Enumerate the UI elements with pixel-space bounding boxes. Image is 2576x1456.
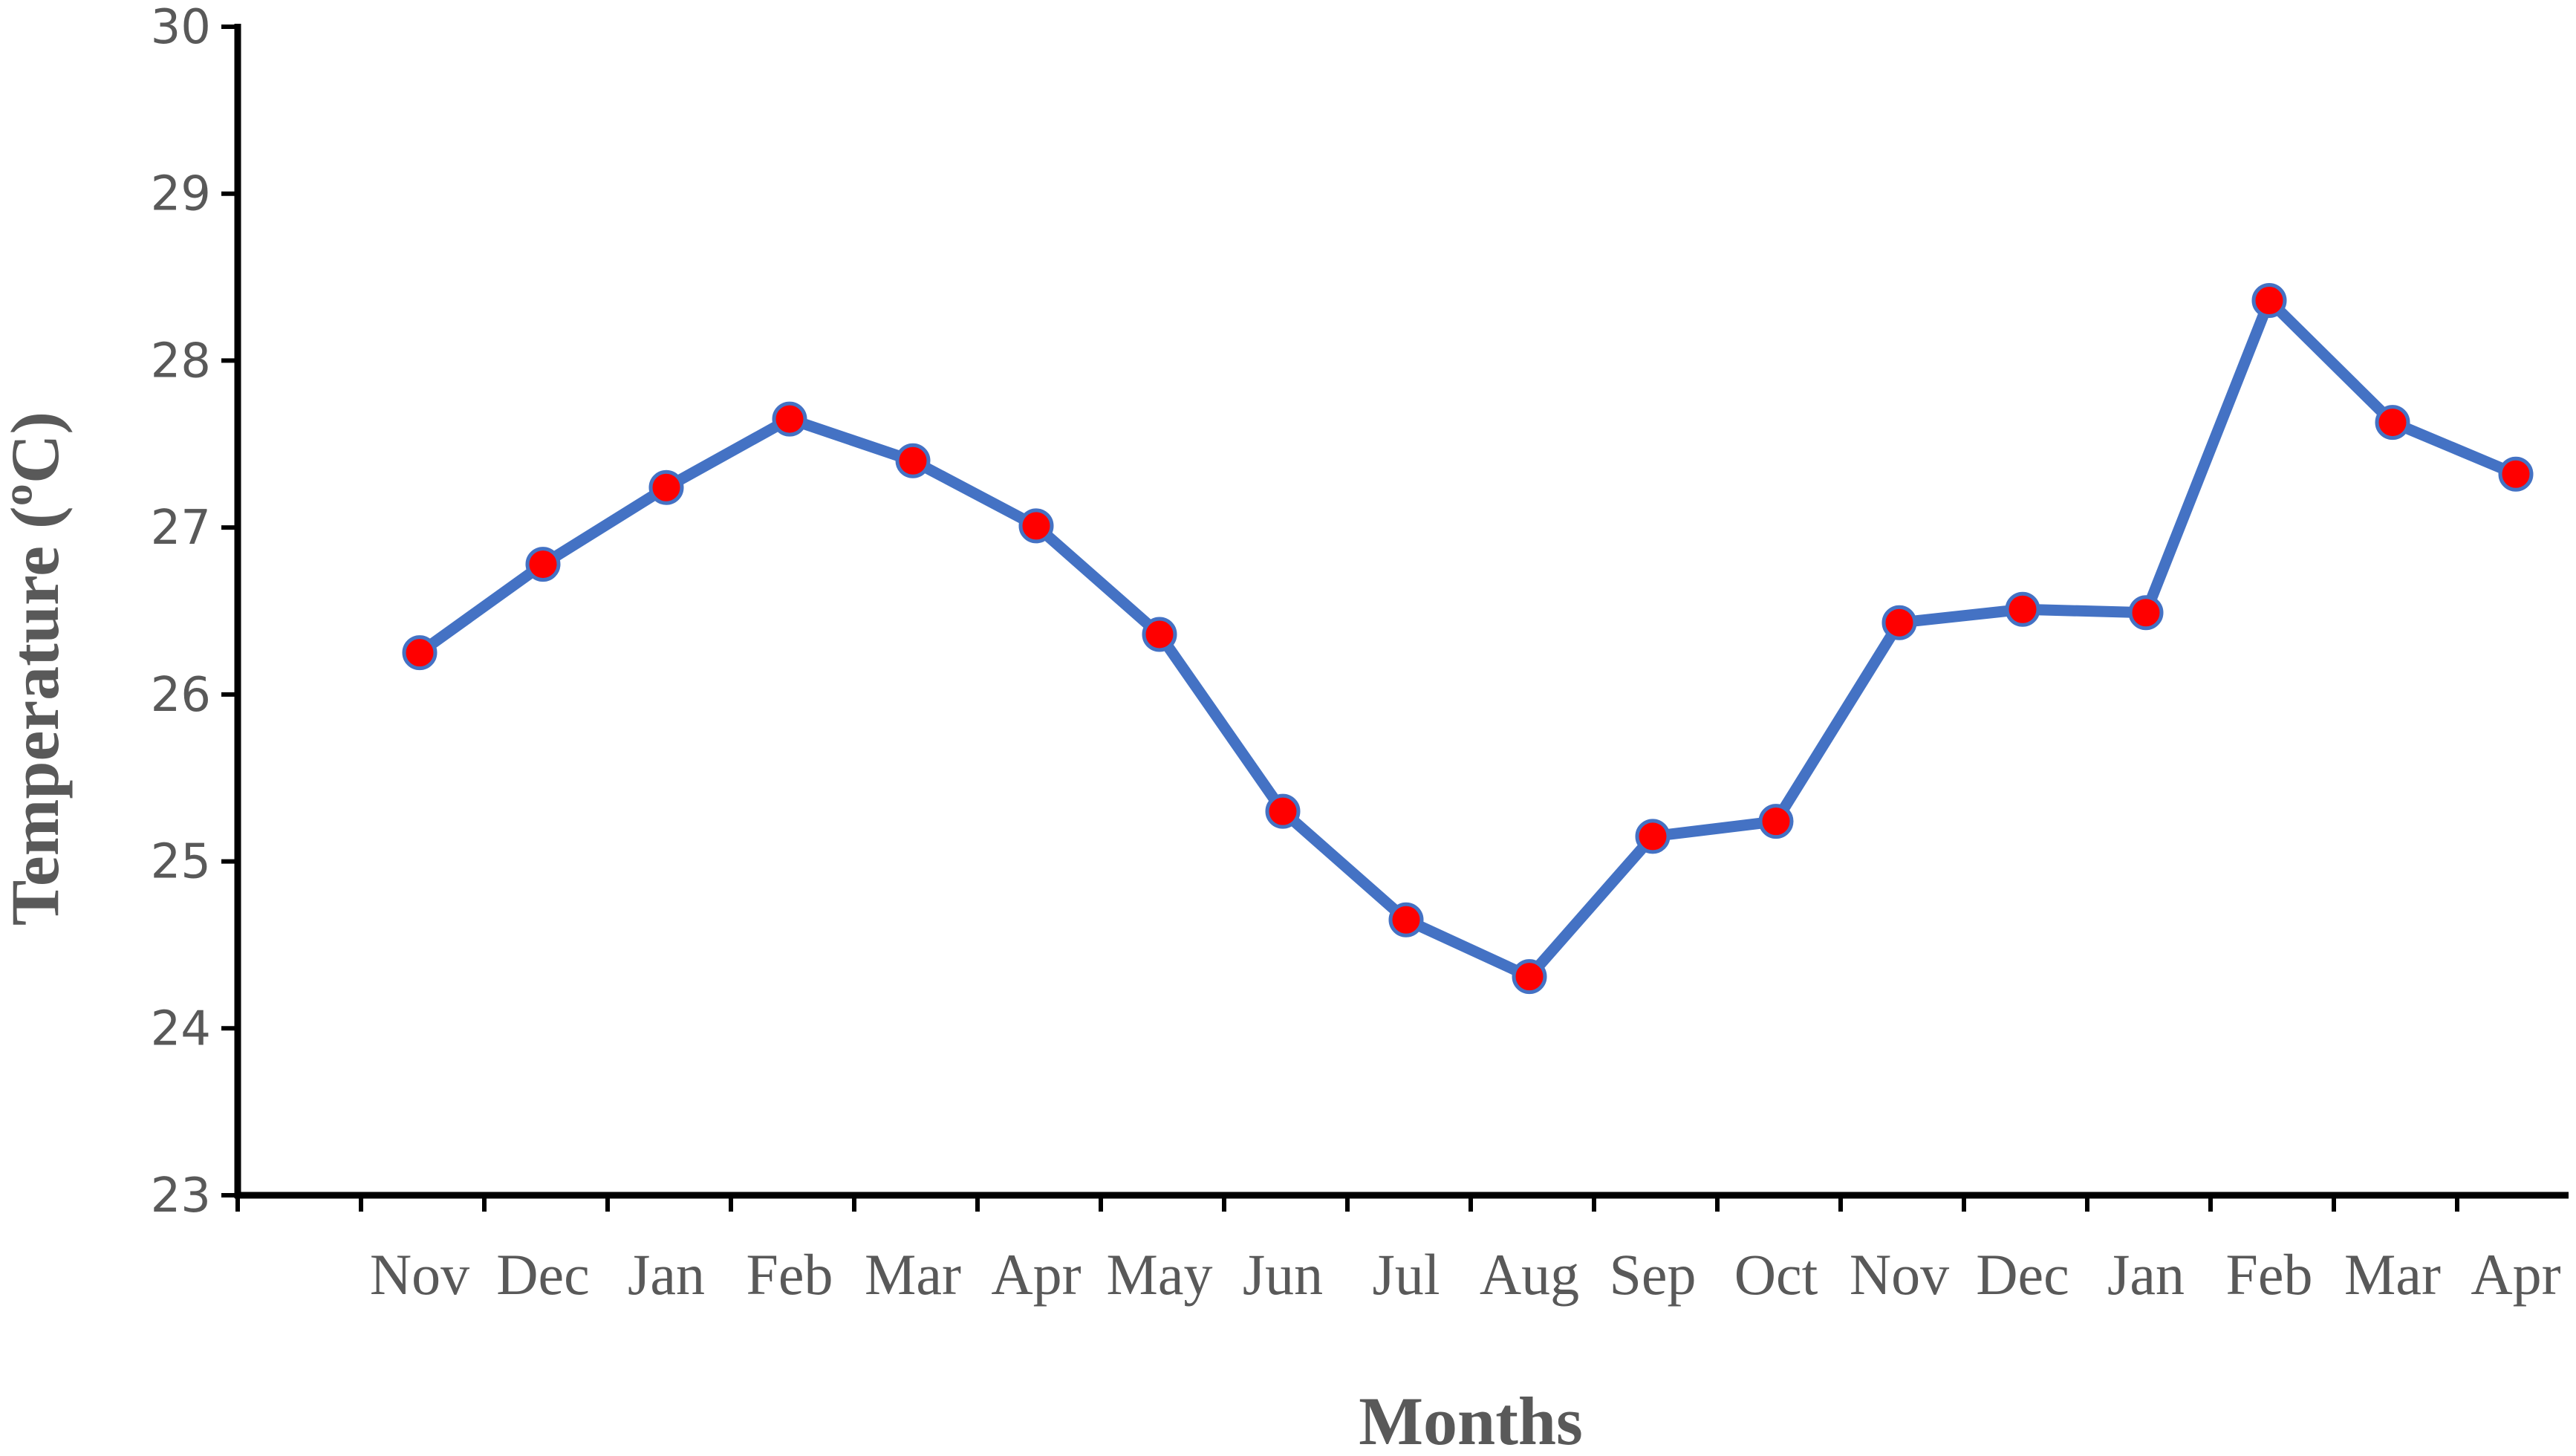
- data-point: [2128, 595, 2164, 631]
- data-point: [1265, 793, 1301, 829]
- x-axis-ticks: Nov Dec Jan Feb Mar Apr May Jun Jul Aug Sep Oct Nov D…: [235, 1195, 2561, 1307]
- x-tick-label: Dec: [1976, 1242, 2069, 1307]
- data-point: [648, 469, 684, 505]
- x-tick-label: Nov: [1850, 1242, 1949, 1307]
- x-tick-label: Jan: [2107, 1242, 2185, 1307]
- x-tick-label: Dec: [496, 1242, 590, 1307]
- x-tick-label: Apr: [991, 1242, 1081, 1307]
- x-tick-label: Mar: [2344, 1242, 2441, 1307]
- x-tick-label: Jun: [1243, 1242, 1323, 1307]
- data-point: [2005, 591, 2040, 627]
- data-point: [1635, 819, 1671, 854]
- y-tick-label: 25: [151, 835, 211, 890]
- data-point: [1758, 804, 1794, 839]
- axes: [234, 24, 2569, 1199]
- series-line: [414, 295, 2522, 983]
- y-tick-label: 23: [151, 1169, 211, 1223]
- x-tick-label: Aug: [1480, 1242, 1579, 1307]
- data-point: [1018, 508, 1054, 544]
- x-axis-title: Months: [1359, 1383, 1583, 1456]
- data-point: [2251, 283, 2287, 319]
- data-point: [895, 443, 931, 478]
- data-point: [1512, 959, 1547, 995]
- data-point: [1388, 902, 1424, 937]
- data-point: [525, 547, 561, 582]
- x-tick-label: Jul: [1372, 1242, 1440, 1307]
- y-tick-label: 29: [151, 167, 211, 222]
- x-tick-label: Nov: [370, 1242, 469, 1307]
- data-point: [1881, 605, 1917, 640]
- data-point: [402, 635, 438, 671]
- x-tick-label: Apr: [2471, 1242, 2560, 1307]
- x-tick-label: Feb: [747, 1242, 833, 1307]
- x-tick-label: May: [1107, 1242, 1213, 1307]
- x-tick-label: Oct: [1734, 1242, 1818, 1307]
- y-tick-label: 27: [151, 501, 211, 556]
- series-group: [402, 283, 2534, 995]
- x-tick-label: Sep: [1610, 1242, 1697, 1307]
- y-axis-title: Temperature (ºC): [0, 412, 73, 926]
- data-point: [2498, 456, 2534, 492]
- y-axis-ticks: 23 24 25 26 27 28 29 30: [151, 0, 238, 1223]
- y-tick-label: 30: [151, 0, 211, 55]
- x-tick-label: Jan: [628, 1242, 705, 1307]
- data-point: [1142, 617, 1177, 652]
- x-tick-label: Mar: [865, 1242, 961, 1307]
- y-tick-label: 24: [151, 1001, 211, 1056]
- x-tick-label: Feb: [2226, 1242, 2313, 1307]
- data-point: [772, 401, 807, 437]
- data-point: [2375, 405, 2410, 441]
- y-tick-label: 28: [151, 334, 211, 389]
- y-tick-label: 26: [151, 668, 211, 723]
